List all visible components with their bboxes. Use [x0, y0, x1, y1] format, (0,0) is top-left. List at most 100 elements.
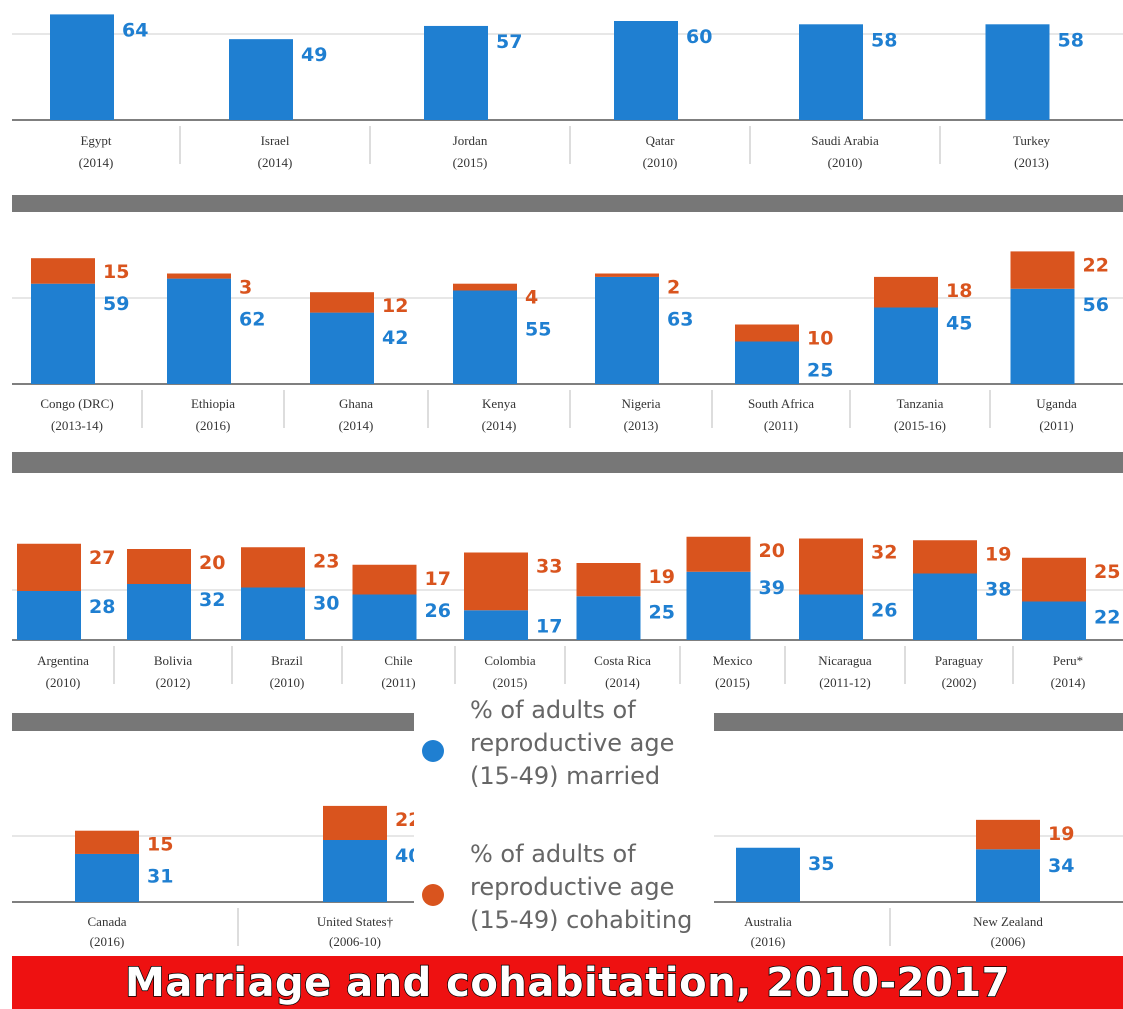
- bar-cohabiting: [1022, 557, 1086, 602]
- data-label-cohabiting: 19: [985, 543, 1011, 565]
- bar-cohabiting: [576, 563, 641, 597]
- category-label-year: (2015): [453, 155, 488, 170]
- bar-cohabiting: [310, 292, 374, 313]
- bar-married: [31, 283, 95, 384]
- bar-married: [913, 573, 977, 640]
- data-label-married: 45: [946, 313, 972, 335]
- bar-married: [736, 847, 800, 902]
- data-label-cohabiting: 20: [759, 540, 785, 562]
- bar-cohabiting: [453, 283, 517, 291]
- bar-married: [686, 571, 751, 640]
- data-label-married: 25: [807, 360, 833, 382]
- category-label: United States†: [317, 914, 394, 929]
- category-label: Canada: [88, 914, 127, 929]
- data-label-cohabiting: 33: [536, 556, 562, 578]
- category-label: South Africa: [748, 396, 814, 411]
- data-label-cohabiting: 18: [946, 280, 972, 302]
- bar-cohabiting: [735, 324, 799, 342]
- bar-cohabiting: [167, 273, 231, 279]
- category-label: Nicaragua: [818, 653, 872, 668]
- bar-cohabiting: [595, 273, 659, 277]
- panel-separator: [12, 452, 1123, 473]
- data-label-cohabiting: 17: [425, 568, 451, 590]
- category-label-year: (2014): [339, 418, 374, 433]
- data-label-cohabiting: 23: [313, 550, 339, 572]
- bar-married: [424, 25, 488, 121]
- legend-married-dot: [422, 740, 444, 762]
- data-label-cohabiting: 20: [199, 552, 225, 574]
- legend: % of adults of reproductive age (15-49) …: [414, 692, 714, 954]
- data-label-married: 35: [808, 853, 834, 875]
- bar-cohabiting: [352, 564, 417, 595]
- category-label-year: (2011-12): [819, 675, 871, 690]
- category-label-year: (2014): [482, 418, 517, 433]
- data-label-married: 22: [1094, 607, 1120, 629]
- bar-married: [464, 610, 528, 640]
- category-label-year: (2014): [79, 155, 114, 170]
- bar-cohabiting: [976, 819, 1040, 850]
- category-label: Costa Rica: [594, 653, 651, 668]
- data-label-married: 39: [759, 577, 785, 599]
- category-label-year: (2013): [624, 418, 659, 433]
- data-label-married: 64: [122, 19, 148, 41]
- category-label-year: (2010): [828, 155, 863, 170]
- category-label: Congo (DRC): [40, 396, 113, 411]
- category-label-year: (2002): [942, 675, 977, 690]
- category-label: Egypt: [80, 133, 111, 148]
- bar-married: [352, 594, 417, 640]
- category-label-year: (2012): [156, 675, 191, 690]
- category-label-year: (2014): [1051, 675, 1086, 690]
- data-label-married: 25: [649, 601, 675, 623]
- bar-cohabiting: [127, 549, 191, 584]
- data-label-cohabiting: 19: [1048, 823, 1074, 845]
- bar-cohabiting: [686, 536, 751, 572]
- category-label-year: (2006): [991, 934, 1026, 949]
- bar-married: [1010, 288, 1075, 384]
- category-label: Uganda: [1036, 396, 1077, 411]
- data-label-cohabiting: 15: [103, 261, 129, 283]
- category-label: Bolivia: [154, 653, 193, 668]
- bar-cohabiting: [241, 547, 305, 588]
- data-label-cohabiting: 22: [1083, 254, 1109, 276]
- data-label-married: 32: [199, 589, 225, 611]
- data-label-cohabiting: 19: [649, 566, 675, 588]
- data-label-married: 56: [1083, 294, 1109, 316]
- data-label-married: 28: [89, 596, 115, 618]
- bar-married: [874, 307, 938, 384]
- bar-married: [229, 39, 293, 120]
- bar-cohabiting: [913, 540, 977, 574]
- category-label-year: (2015-16): [894, 418, 946, 433]
- data-label-married: 57: [496, 31, 522, 53]
- category-label: Nigeria: [622, 396, 661, 411]
- category-label: Mexico: [713, 653, 753, 668]
- category-label: Israel: [261, 133, 290, 148]
- category-label-year: (2016): [90, 934, 125, 949]
- category-label-year: (2015): [493, 675, 528, 690]
- chart-title: Marriage and cohabitation, 2010-2017: [124, 959, 1010, 1007]
- bar-married: [453, 290, 517, 384]
- bar-cohabiting: [799, 538, 863, 595]
- category-label-year: (2014): [605, 675, 640, 690]
- data-label-married: 26: [425, 600, 451, 622]
- bar-cohabiting: [31, 258, 95, 284]
- data-label-married: 60: [686, 26, 712, 48]
- bar-cohabiting: [323, 805, 387, 840]
- category-label: Australia: [744, 914, 792, 929]
- category-label: Paraguay: [935, 653, 984, 668]
- category-label-year: (2010): [46, 675, 81, 690]
- data-label-married: 63: [667, 309, 693, 331]
- data-label-cohabiting: 27: [89, 547, 115, 569]
- data-label-married: 59: [103, 293, 129, 315]
- category-label: Saudi Arabia: [811, 133, 879, 148]
- bar-cohabiting: [874, 276, 938, 308]
- data-label-married: 42: [382, 327, 408, 349]
- data-label-married: 55: [525, 319, 551, 341]
- category-label: Kenya: [482, 396, 516, 411]
- category-label-year: (2011): [1039, 418, 1073, 433]
- category-label: Colombia: [484, 653, 536, 668]
- data-label-cohabiting: 25: [1094, 561, 1120, 583]
- data-label-married: 30: [313, 593, 339, 615]
- category-label: Peru*: [1053, 653, 1083, 668]
- data-label-married: 58: [871, 29, 897, 51]
- category-label-year: (2010): [643, 155, 678, 170]
